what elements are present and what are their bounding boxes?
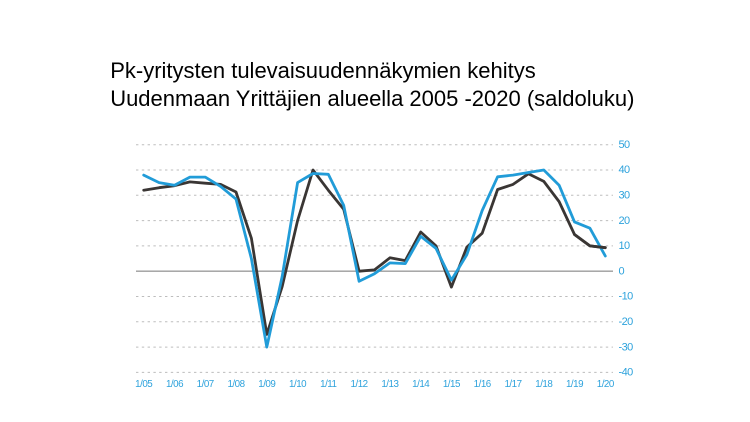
svg-text:1/19: 1/19 bbox=[566, 379, 583, 390]
svg-text:1/14: 1/14 bbox=[412, 379, 430, 390]
svg-text:-30: -30 bbox=[619, 341, 634, 353]
svg-text:1/05: 1/05 bbox=[135, 379, 153, 390]
svg-text:1/12: 1/12 bbox=[351, 379, 368, 390]
svg-text:1/08: 1/08 bbox=[227, 379, 245, 390]
svg-text:1/16: 1/16 bbox=[474, 379, 492, 390]
svg-text:1/10: 1/10 bbox=[289, 379, 307, 390]
svg-text:1/07: 1/07 bbox=[197, 379, 214, 390]
svg-text:-40: -40 bbox=[619, 367, 634, 379]
svg-text:1/15: 1/15 bbox=[443, 379, 461, 390]
svg-text:1/13: 1/13 bbox=[381, 379, 399, 390]
svg-text:10: 10 bbox=[619, 240, 631, 252]
svg-text:20: 20 bbox=[619, 215, 631, 227]
svg-text:1/20: 1/20 bbox=[597, 379, 615, 390]
svg-text:1/11: 1/11 bbox=[320, 379, 336, 390]
svg-text:1/17: 1/17 bbox=[504, 379, 521, 390]
svg-text:1/18: 1/18 bbox=[535, 379, 553, 390]
svg-text:-20: -20 bbox=[619, 316, 634, 328]
svg-text:0: 0 bbox=[619, 265, 625, 277]
svg-text:1/09: 1/09 bbox=[258, 379, 275, 390]
svg-text:30: 30 bbox=[619, 190, 631, 202]
svg-text:-10: -10 bbox=[619, 291, 634, 303]
svg-text:40: 40 bbox=[619, 164, 631, 176]
svg-text:50: 50 bbox=[619, 139, 631, 151]
svg-text:1/06: 1/06 bbox=[166, 379, 184, 390]
